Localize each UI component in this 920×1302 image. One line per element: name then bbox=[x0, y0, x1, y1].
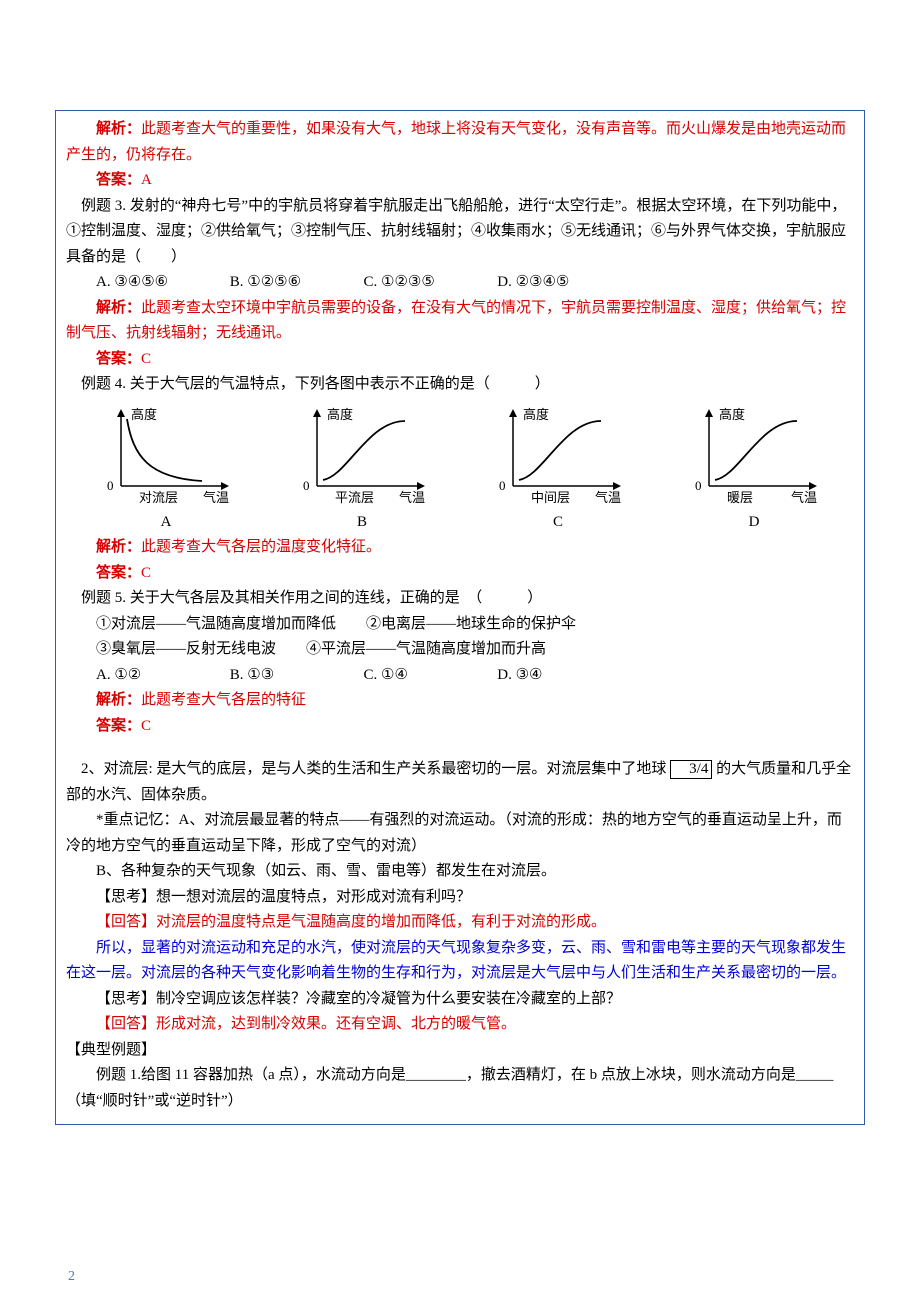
option-d: D. ③④ bbox=[497, 663, 627, 689]
analysis-text: 此题考查太空环境中宇航员需要的设备，在没有大气的情况下，宇航员需要控制温度、湿度… bbox=[66, 300, 846, 342]
spacer bbox=[66, 739, 854, 757]
svg-text:高度: 高度 bbox=[719, 407, 745, 422]
svg-text:0: 0 bbox=[695, 478, 702, 493]
svg-text:0: 0 bbox=[499, 478, 506, 493]
example-4-charts: 高度 0 对流层 气温 A 高度 0 平流层 气温 B 高度 0 中间层 气温 … bbox=[66, 398, 854, 536]
answer-label: 答案： bbox=[96, 351, 141, 367]
chart-d: 高度 0 暖层 气温 D bbox=[679, 403, 829, 536]
chart-letter: B bbox=[287, 510, 437, 536]
example-5-answer: 答案：C bbox=[66, 714, 854, 740]
chart-letter: D bbox=[679, 510, 829, 536]
svg-text:气温: 气温 bbox=[595, 490, 621, 505]
option-d: D. ②③④⑤ bbox=[497, 270, 627, 296]
chart-a: 高度 0 对流层 气温 A bbox=[91, 403, 241, 536]
answer-label: 答案： bbox=[96, 565, 141, 581]
example-5-options: A. ①② B. ①③ C. ①④ D. ③④ bbox=[66, 663, 854, 689]
option-a: A. ③④⑤⑥ bbox=[96, 270, 226, 296]
example-5-line2: ③臭氧层——反射无线电波 ④平流层——气温随高度增加而升高 bbox=[66, 637, 854, 663]
analysis-text: 此题考查大气各层的温度变化特征。 bbox=[141, 539, 381, 555]
typical-example-1: 例题 1.给图 11 容器加热（a 点），水流动方向是________，撤去酒精… bbox=[66, 1063, 854, 1114]
svg-text:0: 0 bbox=[303, 478, 310, 493]
analysis-text: 此题考查大气各层的特征 bbox=[141, 692, 306, 708]
analysis-label: 解析： bbox=[96, 692, 141, 708]
example-4-analysis: 解析：此题考查大气各层的温度变化特征。 bbox=[66, 535, 854, 561]
example-3-analysis: 解析：此题考查太空环境中宇航员需要的设备，在没有大气的情况下，宇航员需要控制温度… bbox=[66, 296, 854, 347]
example-5-analysis: 解析：此题考查大气各层的特征 bbox=[66, 688, 854, 714]
svg-text:中间层: 中间层 bbox=[531, 490, 570, 505]
answer-2: 【回答】形成对流，达到制冷效果。还有空调、北方的暖气管。 bbox=[66, 1012, 854, 1038]
chart-letter: C bbox=[483, 510, 633, 536]
svg-text:平流层: 平流层 bbox=[335, 490, 374, 505]
example-3-answer: 答案：C bbox=[66, 347, 854, 373]
memory-point-a: *重点记忆：A、对流层最显著的特点——有强烈的对流运动。（对流的形成：热的地方空… bbox=[66, 808, 854, 859]
answer-1: 【回答】对流层的温度特点是气温随高度的增加而降低，有利于对流的形成。 bbox=[66, 910, 854, 936]
example-5-line1: ①对流层——气温随高度增加而降低 ②电离层——地球生命的保护伞 bbox=[66, 612, 854, 638]
analysis-text: 此题考查大气的重要性，如果没有大气，地球上将没有天气变化，没有声音等。而火山爆发… bbox=[66, 121, 846, 163]
option-a: A. ①② bbox=[96, 663, 226, 689]
svg-text:高度: 高度 bbox=[327, 407, 353, 422]
svg-text:暖层: 暖层 bbox=[727, 490, 753, 505]
answer-label: 答案： bbox=[96, 172, 141, 188]
option-c: C. ①④ bbox=[364, 663, 494, 689]
page-number: 2 bbox=[68, 1265, 920, 1289]
svg-text:气温: 气温 bbox=[791, 490, 817, 505]
option-b: B. ①③ bbox=[230, 663, 360, 689]
option-c: C. ①②③⑤ bbox=[364, 270, 494, 296]
chart-letter: A bbox=[91, 510, 241, 536]
section-2-intro: 2、对流层: 是大气的底层，是与人类的生活和生产关系最密切的一层。对流层集中了地… bbox=[66, 757, 854, 808]
answer-label: 答案： bbox=[96, 718, 141, 734]
svg-text:气温: 气温 bbox=[399, 490, 425, 505]
fraction-box: 3/4 bbox=[670, 760, 712, 779]
svg-text:高度: 高度 bbox=[131, 407, 157, 422]
option-b: B. ①②⑤⑥ bbox=[230, 270, 360, 296]
example-4-question: 例题 4. 关于大气层的气温特点，下列各图中表示不正确的是（ ） bbox=[66, 372, 854, 398]
answer-value: C bbox=[141, 351, 151, 367]
think-2: 【思考】制冷空调应该怎样装？冷藏室的冷凝管为什么要安装在冷藏室的上部？ bbox=[66, 987, 854, 1013]
example-4-answer: 答案：C bbox=[66, 561, 854, 587]
svg-text:0: 0 bbox=[107, 478, 114, 493]
example-3-options: A. ③④⑤⑥ B. ①②⑤⑥ C. ①②③⑤ D. ②③④⑤ bbox=[66, 270, 854, 296]
answer-value: C bbox=[141, 565, 151, 581]
chart-c: 高度 0 中间层 气温 C bbox=[483, 403, 633, 536]
memory-point-b: B、各种复杂的天气现象（如云、雨、雪、雷电等）都发生在对流层。 bbox=[66, 859, 854, 885]
typical-examples-heading: 【典型例题】 bbox=[66, 1038, 854, 1064]
think-1: 【思考】想一想对流层的温度特点，对形成对流有利吗？ bbox=[66, 885, 854, 911]
svg-text:高度: 高度 bbox=[523, 407, 549, 422]
document-page: 解析：此题考查大气的重要性，如果没有大气，地球上将没有天气变化，没有声音等。而火… bbox=[55, 110, 865, 1125]
analysis-label: 解析： bbox=[96, 121, 141, 137]
analysis-ex-prev: 解析：此题考查大气的重要性，如果没有大气，地球上将没有天气变化，没有声音等。而火… bbox=[66, 117, 854, 168]
analysis-label: 解析： bbox=[96, 539, 141, 555]
example-5-question: 例题 5. 关于大气各层及其相关作用之间的连线，正确的是 （ ） bbox=[66, 586, 854, 612]
svg-text:对流层: 对流层 bbox=[139, 490, 178, 505]
section-2-text-a: 2、对流层: 是大气的底层，是与人类的生活和生产关系最密切的一层。对流层集中了地… bbox=[81, 761, 670, 777]
svg-text:气温: 气温 bbox=[203, 490, 229, 505]
para-1: 所以，显著的对流运动和充足的水汽，使对流层的天气现象复杂多变，云、雨、雪和雷电等… bbox=[66, 936, 854, 987]
example-3-question: 例题 3. 发射的“神舟七号”中的宇航员将穿着宇航服走出飞船船舱，进行“太空行走… bbox=[66, 194, 854, 271]
answer-value: A bbox=[141, 172, 152, 188]
answer-value: C bbox=[141, 718, 151, 734]
chart-b: 高度 0 平流层 气温 B bbox=[287, 403, 437, 536]
analysis-label: 解析： bbox=[96, 300, 141, 316]
answer-ex-prev: 答案：A bbox=[66, 168, 854, 194]
